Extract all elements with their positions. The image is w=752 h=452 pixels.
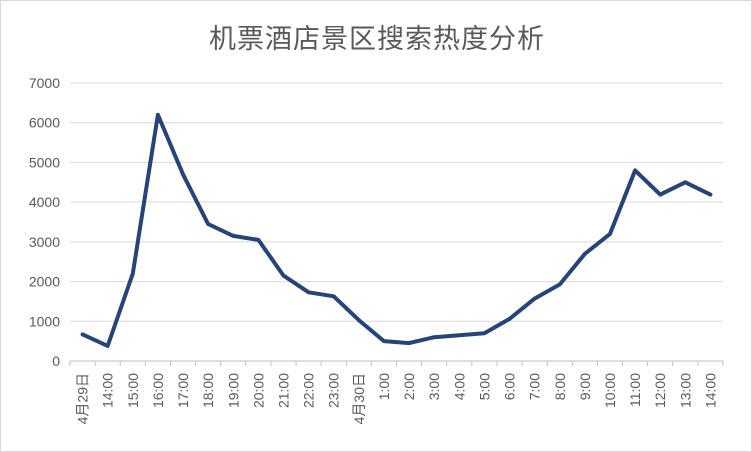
data-point [181, 172, 185, 177]
x-tick-label: 7:00 [527, 373, 543, 400]
data-point [457, 333, 462, 337]
x-tick-label: 10:00 [602, 373, 618, 408]
data-point [633, 168, 637, 173]
x-tick-label: 4月30日 [351, 373, 367, 424]
x-tick-label: 19:00 [225, 373, 241, 408]
data-point [281, 273, 286, 278]
data-point [130, 271, 135, 276]
x-tick-label: 17:00 [175, 373, 191, 408]
data-point [658, 192, 663, 197]
x-tick-label: 21:00 [275, 373, 291, 408]
x-tick-label: 3:00 [426, 373, 442, 400]
x-tick-label: 5:00 [476, 373, 492, 400]
x-tick-label: 13:00 [677, 373, 693, 408]
chart-title: 机票酒店景区搜索热度分析 [209, 24, 545, 55]
y-tick-label: 2000 [29, 274, 60, 290]
data-point [382, 339, 386, 343]
x-tick-label: 12:00 [652, 373, 668, 408]
y-tick-label: 6000 [29, 115, 60, 131]
data-point [231, 234, 236, 238]
series-layer [80, 112, 713, 348]
data-point [507, 317, 512, 321]
data-point [683, 180, 688, 185]
x-tick-label: 4:00 [451, 373, 467, 400]
data-point [105, 344, 110, 348]
data-point [357, 318, 361, 322]
x-tick-label: 11:00 [627, 373, 643, 407]
data-point [532, 296, 537, 301]
x-tick-label: 18:00 [200, 373, 216, 408]
data-point [708, 192, 713, 197]
x-tick-label: 22:00 [301, 373, 317, 408]
x-tick-label: 6:00 [502, 373, 518, 400]
x-tick-label: 14:00 [702, 373, 718, 408]
data-point [482, 331, 487, 336]
x-tick-label: 16:00 [150, 373, 166, 408]
data-point [256, 238, 261, 242]
y-tick-label: 3000 [29, 234, 60, 250]
data-point [206, 222, 210, 226]
y-tick-label: 7000 [29, 75, 60, 91]
x-tick-label: 20:00 [250, 373, 266, 408]
x-tick-label: 4月29日 [75, 373, 91, 424]
gridlines [69, 82, 724, 366]
x-tick-label: 15:00 [125, 373, 141, 408]
y-tick-label: 5000 [29, 154, 60, 170]
data-point [407, 341, 411, 345]
y-tick-label: 4000 [29, 194, 60, 210]
data-point [306, 290, 311, 295]
y-axis: 0 1000 2000 3000 4000 5000 6000 7000 [29, 75, 60, 369]
y-tick-label: 0 [52, 353, 60, 369]
data-point [156, 112, 160, 117]
x-tick-label: 2:00 [401, 373, 417, 400]
data-point [557, 282, 562, 287]
x-tick-label: 8:00 [552, 373, 568, 400]
y-tick-label: 1000 [29, 313, 60, 329]
data-point [80, 332, 85, 337]
data-point [583, 251, 587, 256]
x-axis: 4月29日 14:00 15:00 16:00 17:00 18:00 19:00 20:00… [75, 373, 719, 425]
x-tick-label: 1:00 [376, 373, 392, 400]
data-point [432, 335, 436, 339]
x-tick-label: 23:00 [326, 373, 342, 408]
x-tick-label: 14:00 [100, 373, 116, 408]
series-line [80, 112, 713, 348]
data-point [331, 294, 336, 299]
data-point [608, 232, 612, 236]
x-tick-label: 9:00 [577, 373, 593, 400]
